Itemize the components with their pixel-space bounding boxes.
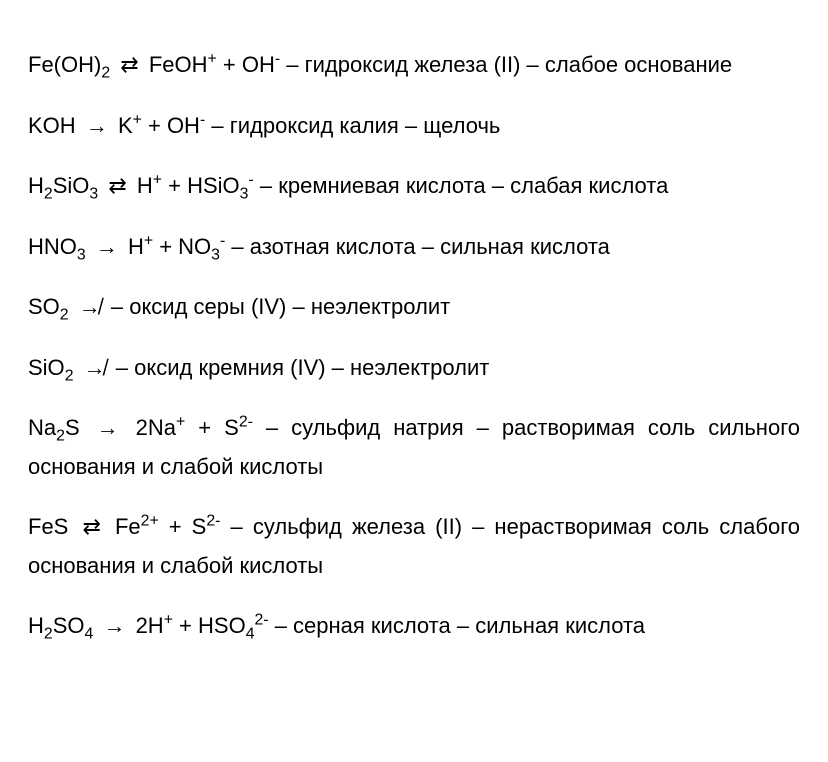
equation-entry: H2SO4 → 2H+ + HSO42- – серная кислота – … — [28, 607, 800, 646]
equation-rhs: H+ + HSiO3- — [137, 173, 254, 198]
equation-lhs: SO2 — [28, 294, 69, 319]
forward-arrow-icon: → — [99, 607, 129, 646]
equation-description: кремниевая кислота – слабая кислота — [278, 173, 668, 198]
equation-lhs: H2SO4 — [28, 613, 93, 638]
equilibrium-arrow-icon: ⇄ — [116, 46, 142, 85]
equation-rhs: Fe2+ + S2- — [115, 514, 221, 539]
equation-lhs: H2SiO3 — [28, 173, 98, 198]
equation-entry: KOH → K+ + OH- – гидроксид калия – щелоч… — [28, 107, 800, 146]
equation-description: оксид кремния (IV) – неэлектролит — [134, 355, 489, 380]
equation-lhs: Na2S — [28, 415, 80, 440]
equation-rhs: K+ + OH- — [118, 113, 205, 138]
equation-rhs: 2Na+ + S2- — [136, 415, 253, 440]
equation-entry: HNO3 → H+ + NO3- – азотная кислота – сил… — [28, 228, 800, 267]
forward-arrow-icon: → — [93, 409, 123, 448]
equation-entry: Na2S → 2Na+ + S2- – сульфид натрия – рас… — [28, 409, 800, 486]
equation-description: оксид серы (IV) – неэлектролит — [129, 294, 450, 319]
equation-rhs: 2H+ + HSO42- — [136, 613, 269, 638]
equation-description: азотная кислота – сильная кислота — [250, 234, 610, 259]
equation-rhs: H+ + NO3- — [128, 234, 225, 259]
equation-entry: FeS ⇄ Fe2+ + S2- – сульфид железа (II) –… — [28, 508, 800, 585]
equation-lhs: SiO2 — [28, 355, 74, 380]
equation-description: гидроксид железа (II) – слабое основание — [305, 52, 733, 77]
equation-entry: Fe(OH)2 ⇄ FeOH+ + OH- – гидроксид железа… — [28, 46, 800, 85]
equation-description: гидроксид калия – щелочь — [230, 113, 501, 138]
equilibrium-arrow-icon: ⇄ — [78, 508, 104, 547]
forward-arrow-icon: → — [82, 107, 112, 146]
equation-entry: H2SiO3 ⇄ H+ + HSiO3- – кремниевая кислот… — [28, 167, 800, 206]
equation-lhs: HNO3 — [28, 234, 86, 259]
no_reaction-arrow-icon: ↛ — [75, 288, 105, 327]
equilibrium-arrow-icon: ⇄ — [104, 167, 130, 206]
equation-lhs: FeS — [28, 514, 68, 539]
equation-description: серная кислота – сильная кислота — [293, 613, 645, 638]
equation-lhs: KOH — [28, 113, 76, 138]
equation-entry: SO2 ↛ – оксид серы (IV) – неэлектролит — [28, 288, 800, 327]
chemistry-equations-list: Fe(OH)2 ⇄ FeOH+ + OH- – гидроксид железа… — [28, 46, 800, 646]
equation-rhs: FeOH+ + OH- — [149, 52, 280, 77]
equation-entry: SiO2 ↛ – оксид кремния (IV) – неэлектрол… — [28, 349, 800, 388]
no_reaction-arrow-icon: ↛ — [80, 349, 110, 388]
equation-lhs: Fe(OH)2 — [28, 52, 110, 77]
forward-arrow-icon: → — [92, 228, 122, 267]
